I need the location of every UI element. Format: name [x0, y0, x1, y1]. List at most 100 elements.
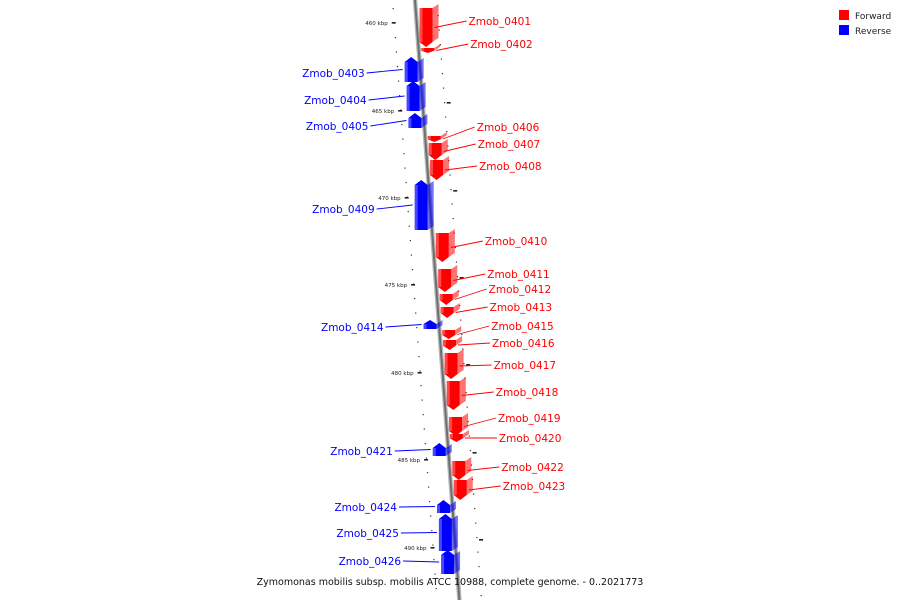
gene-label[interactable]: Zmob_0412 — [489, 284, 551, 296]
gene-zmob_0413[interactable]: Zmob_0413 — [440, 302, 552, 318]
gene-zmob_0425[interactable]: Zmob_0425 — [336, 514, 458, 551]
minor-tick — [402, 138, 404, 140]
gene-zmob_0419[interactable]: Zmob_0419 — [449, 413, 561, 436]
gene-label[interactable]: Zmob_0408 — [479, 161, 541, 173]
gene-label[interactable]: Zmob_0402 — [470, 39, 532, 51]
minor-tick — [417, 341, 419, 343]
major-tick — [417, 372, 422, 374]
gene-glyph — [441, 550, 455, 574]
gene-zmob_0420[interactable]: Zmob_0420 — [449, 430, 561, 445]
gene-label[interactable]: Zmob_0406 — [477, 122, 540, 134]
gene-zmob_0418[interactable]: Zmob_0418 — [446, 377, 558, 410]
gene-glyph-side — [456, 336, 463, 346]
gene-zmob_0402[interactable]: Zmob_0402 — [421, 39, 533, 53]
gene-leader-line — [370, 120, 407, 127]
minor-tick — [411, 269, 414, 271]
gene-glyph-side — [449, 501, 456, 513]
gene-zmob_0417[interactable]: Zmob_0417 — [444, 349, 556, 379]
gene-zmob_0424[interactable]: Zmob_0424 — [334, 500, 456, 514]
minor-tick — [438, 29, 440, 31]
gene-glyph — [444, 353, 458, 379]
gene-zmob_0415[interactable]: Zmob_0415 — [442, 321, 554, 339]
gene-glyph-side — [457, 349, 464, 374]
gene-label[interactable]: Zmob_0413 — [490, 302, 552, 314]
gene-glyph-highlight — [421, 48, 425, 51]
gene-label[interactable]: Zmob_0416 — [492, 338, 555, 350]
gene-zmob_0412[interactable]: Zmob_0412 — [439, 284, 551, 305]
gene-glyph — [423, 320, 437, 329]
minor-tick — [435, 588, 437, 590]
gene-label[interactable]: Zmob_0421 — [330, 446, 392, 458]
gene-label[interactable]: Zmob_0420 — [499, 433, 561, 445]
gene-glyph-highlight — [435, 233, 439, 257]
gene-glyph-highlight — [453, 480, 457, 495]
gene-label[interactable]: Zmob_0425 — [336, 528, 398, 540]
gene-label[interactable]: Zmob_0426 — [339, 556, 402, 568]
gene-label[interactable]: Zmob_0424 — [334, 502, 397, 514]
gene-label[interactable]: Zmob_0422 — [501, 462, 563, 474]
gene-glyph — [438, 514, 452, 551]
major-tick — [446, 102, 451, 104]
gene-label[interactable]: Zmob_0410 — [485, 236, 547, 248]
minor-tick — [449, 174, 451, 176]
gene-label[interactable]: Zmob_0418 — [496, 387, 558, 399]
gene-leader-line — [468, 485, 501, 491]
major-tick — [466, 364, 471, 366]
gene-zmob_0421[interactable]: Zmob_0421 — [330, 443, 452, 458]
gene-zmob_0426[interactable]: Zmob_0426 — [339, 550, 461, 574]
gene-glyph — [419, 8, 433, 47]
gene-zmob_0411[interactable]: Zmob_0411 — [438, 265, 550, 292]
gene-glyph — [408, 113, 422, 128]
gene-glyph-side — [459, 377, 466, 405]
gene-label[interactable]: Zmob_0403 — [302, 68, 364, 80]
tick-label: 480 kbp — [391, 371, 414, 377]
gene-label[interactable]: Zmob_0414 — [321, 322, 384, 334]
gene-zmob_0414[interactable]: Zmob_0414 — [321, 320, 443, 334]
gene-zmob_0423[interactable]: Zmob_0423 — [453, 476, 565, 500]
gene-glyph-highlight — [442, 330, 446, 335]
gene-zmob_0404[interactable]: Zmob_0404 — [304, 81, 426, 111]
minor-tick — [478, 566, 480, 568]
gene-zmob_0405[interactable]: Zmob_0405 — [306, 113, 428, 133]
gene-label[interactable]: Zmob_0407 — [478, 139, 540, 151]
gene-glyph — [427, 136, 441, 142]
minor-tick — [429, 501, 431, 503]
gene-zmob_0408[interactable]: Zmob_0408 — [430, 156, 542, 180]
gene-glyph-side — [448, 229, 455, 257]
gene-zmob_0401[interactable]: Zmob_0401 — [419, 4, 531, 47]
gene-glyph — [443, 340, 457, 350]
minor-tick — [446, 131, 448, 133]
gene-zmob_0422[interactable]: Zmob_0422 — [452, 457, 564, 480]
gene-glyph-side — [436, 320, 443, 329]
gene-glyph — [440, 307, 454, 318]
gene-label[interactable]: Zmob_0417 — [494, 360, 556, 372]
gene-label[interactable]: Zmob_0404 — [304, 95, 367, 107]
gene-label[interactable]: Zmob_0401 — [469, 16, 531, 28]
gene-zmob_0407[interactable]: Zmob_0407 — [428, 139, 540, 160]
gene-glyph — [449, 417, 463, 436]
gene-zmob_0410[interactable]: Zmob_0410 — [435, 229, 547, 262]
gene-features[interactable]: Zmob_0401 Zmob_0402 Zmob_0403 Zmob_0404 Zmob… — [302, 4, 565, 574]
gene-label[interactable]: Zmob_0409 — [312, 204, 374, 216]
gene-label[interactable]: Zmob_0423 — [503, 481, 565, 493]
gene-leader-line — [436, 43, 469, 51]
gene-zmob_0403[interactable]: Zmob_0403 — [302, 57, 424, 82]
tick-label: 460 kbp — [365, 21, 388, 27]
gene-zmob_0406[interactable]: Zmob_0406 — [427, 122, 540, 142]
gene-glyph-side — [462, 413, 469, 431]
major-tick — [424, 459, 429, 461]
gene-label[interactable]: Zmob_0415 — [491, 321, 553, 333]
tick-label: 485 kbp — [398, 458, 421, 464]
gene-label[interactable]: Zmob_0411 — [487, 269, 549, 281]
gene-label[interactable]: Zmob_0419 — [498, 413, 560, 425]
gene-zmob_0416[interactable]: Zmob_0416 — [443, 336, 555, 350]
major-tick — [430, 547, 435, 549]
gene-leader-line — [455, 306, 488, 313]
minor-tick — [419, 370, 421, 372]
minor-tick — [432, 544, 434, 546]
gene-zmob_0409[interactable]: Zmob_0409 — [312, 180, 434, 230]
gene-label[interactable]: Zmob_0405 — [306, 121, 368, 133]
legend-label-forward: Forward — [855, 12, 891, 22]
